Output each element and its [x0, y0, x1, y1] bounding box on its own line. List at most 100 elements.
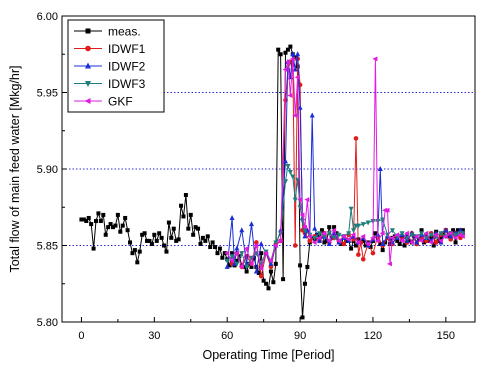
data-point: [248, 261, 254, 267]
data-point: [263, 250, 269, 256]
data-point: [353, 136, 359, 141]
data-point: [302, 281, 307, 286]
data-point: [285, 47, 290, 52]
tick-labels: 0 30 60 90 120 150 5.80 5.85 5.90 5.95 6.00: [37, 11, 455, 342]
data-point: [421, 240, 426, 245]
data-point: [426, 238, 431, 243]
data-point: [292, 243, 298, 248]
data-point: [360, 256, 366, 262]
data-point: [85, 45, 91, 52]
data-point: [234, 261, 240, 267]
data-point: [295, 177, 301, 183]
data-point: [419, 228, 424, 233]
data-point: [256, 271, 261, 276]
data-point: [183, 193, 188, 198]
data-point: [360, 233, 366, 239]
data-point: [306, 233, 312, 239]
data-point: [273, 240, 279, 246]
data-point: [135, 260, 140, 265]
data-point: [162, 243, 167, 248]
data-point: [94, 219, 99, 224]
data-point: [220, 255, 225, 260]
data-point: [272, 243, 278, 248]
data-point: [311, 239, 317, 245]
data-point: [174, 238, 179, 243]
data-point: [238, 264, 244, 270]
data-point: [242, 264, 247, 269]
data-point: [230, 251, 235, 256]
data-point: [327, 225, 332, 230]
data-point: [326, 231, 332, 237]
data-point: [243, 246, 249, 252]
data-point: [346, 231, 352, 237]
data-point: [142, 231, 147, 236]
data-point: [304, 197, 310, 203]
data-point: [369, 235, 375, 241]
data-point: [297, 197, 303, 203]
y-tick-label: 5.95: [37, 88, 58, 100]
data-point: [111, 225, 116, 230]
data-point: [261, 278, 266, 283]
data-point: [285, 163, 291, 169]
data-point: [248, 221, 254, 227]
data-point: [317, 231, 323, 237]
data-point: [457, 227, 463, 233]
legend-label: GKF: [108, 95, 133, 109]
data-point: [253, 268, 259, 274]
series-layer: [79, 44, 466, 320]
data-point: [295, 51, 301, 57]
data-point: [307, 238, 313, 244]
data-point: [282, 67, 288, 73]
data-point: [217, 246, 222, 251]
data-point: [302, 228, 308, 234]
data-point: [399, 238, 405, 244]
data-point: [268, 269, 273, 274]
data-point: [128, 240, 133, 245]
data-point: [292, 112, 298, 118]
legend-box: [67, 19, 165, 113]
data-point: [453, 240, 458, 245]
data-point: [370, 250, 376, 256]
y-tick-label: 6.00: [37, 11, 58, 23]
data-point: [459, 233, 465, 239]
data-point: [451, 228, 456, 233]
data-point: [441, 231, 446, 236]
data-point: [414, 239, 420, 245]
data-point: [386, 261, 392, 267]
data-point: [198, 241, 203, 246]
data-point: [355, 223, 361, 229]
data-point: [309, 112, 315, 118]
data-point: [203, 238, 208, 243]
data-point: [423, 230, 429, 236]
data-point: [317, 237, 323, 243]
data-point: [348, 206, 354, 212]
x-tick-label: 120: [364, 330, 382, 342]
data-point: [413, 233, 419, 239]
data-point: [85, 28, 91, 34]
data-point: [258, 240, 264, 246]
data-point: [140, 232, 145, 237]
data-point: [407, 238, 412, 243]
data-point: [373, 231, 378, 236]
data-point: [447, 230, 453, 236]
data-point: [210, 240, 215, 245]
data-point: [152, 232, 157, 237]
data-point: [431, 243, 436, 248]
data-point: [408, 239, 414, 245]
data-point: [341, 241, 347, 247]
data-point: [215, 251, 220, 256]
data-point: [438, 231, 444, 237]
data-point: [437, 238, 443, 244]
data-point: [120, 223, 125, 228]
data-point: [248, 255, 254, 261]
data-point: [86, 215, 91, 220]
data-point: [433, 240, 439, 245]
data-point: [258, 265, 264, 271]
data-point: [229, 254, 235, 260]
data-point: [118, 229, 123, 234]
data-point: [271, 280, 276, 285]
data-point: [234, 245, 240, 251]
data-point: [79, 217, 84, 222]
data-point: [340, 233, 346, 239]
